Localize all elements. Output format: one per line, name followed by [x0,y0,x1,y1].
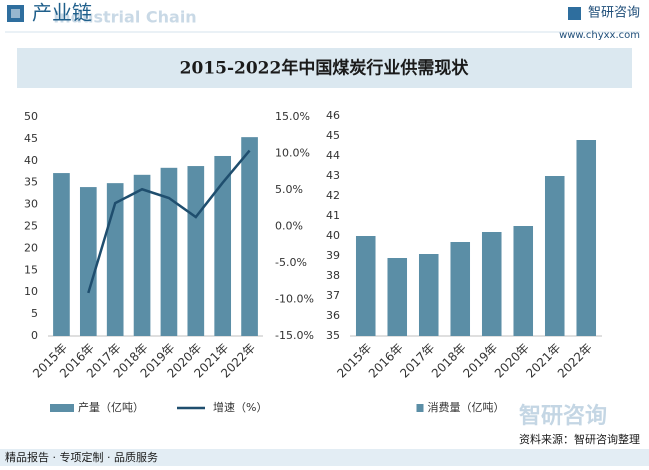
y-tick-label: 46 [326,109,340,122]
bar [214,155,232,336]
y-tick-label: 50 [24,110,38,123]
bar [133,174,151,336]
y-tick-label: 41 [326,209,340,222]
legend-label: 消费量（亿吨） [428,400,505,414]
line-series [87,149,251,294]
bar [576,140,597,336]
y-tick-label: 43 [326,169,340,182]
chart-title: 2015-2022年中国煤炭行业供需现状 [180,58,470,79]
y-tick-label: 35 [24,176,38,189]
bar [79,187,97,336]
legend-swatch [416,404,424,412]
y2-tick-label: -5.0% [275,256,307,269]
bar [241,137,258,336]
legend-label: 产量（亿吨） [78,400,144,414]
bar [513,226,534,336]
footer-bar [0,449,649,466]
header-icon-inner [11,9,20,18]
brand-url: www.chyxx.com [559,30,640,41]
bar [450,242,471,336]
y2-tick-label: -10.0% [275,293,314,306]
bar [544,176,565,336]
header-watermark: Industrial Chain [53,8,196,27]
legend-label: 增速（%） [213,400,267,414]
y-tick-label: 45 [326,129,340,142]
y2-tick-label: 5.0% [275,183,303,196]
y-tick-label: 5 [31,307,38,320]
y-tick-label: 44 [326,149,340,162]
y2-tick-label: -15.0% [275,329,314,342]
y-tick-label: 37 [326,289,340,302]
title-bar [17,48,632,88]
y2-tick-label: 15.0% [275,110,310,123]
bar [387,258,408,336]
footer-slogan: 精品报告 · 专项定制 · 品质服务 [5,450,158,464]
bar [418,254,439,336]
y2-tick-label: 10.0% [275,147,310,160]
y-tick-label: 38 [326,269,340,282]
y2-tick-label: 0.0% [275,220,303,233]
y-tick-label: 25 [24,220,38,233]
y-tick-label: 15 [24,263,38,276]
source: 资料来源：智研咨询整理 [519,432,640,446]
bar [53,173,70,336]
bar [355,236,376,336]
y-tick-label: 35 [326,329,340,342]
footer-logo: 智研咨询 [519,403,607,429]
header-title: 产业链 [32,1,92,25]
y-tick-label: 45 [24,132,38,145]
y-tick-label: 36 [326,309,340,322]
bar [160,167,178,336]
legend-swatch [50,404,74,412]
y-tick-label: 10 [24,285,38,298]
y-tick-label: 40 [24,154,38,167]
y-tick-label: 40 [326,229,340,242]
y-tick-label: 20 [24,241,38,254]
bar [481,232,502,336]
y-tick-label: 30 [24,198,38,211]
brand-name: 智研咨询 [588,6,640,21]
bar [187,166,205,336]
y-tick-label: 0 [31,329,38,342]
y-tick-label: 42 [326,189,340,202]
y-tick-label: 39 [326,249,340,262]
brand-icon [568,7,581,20]
